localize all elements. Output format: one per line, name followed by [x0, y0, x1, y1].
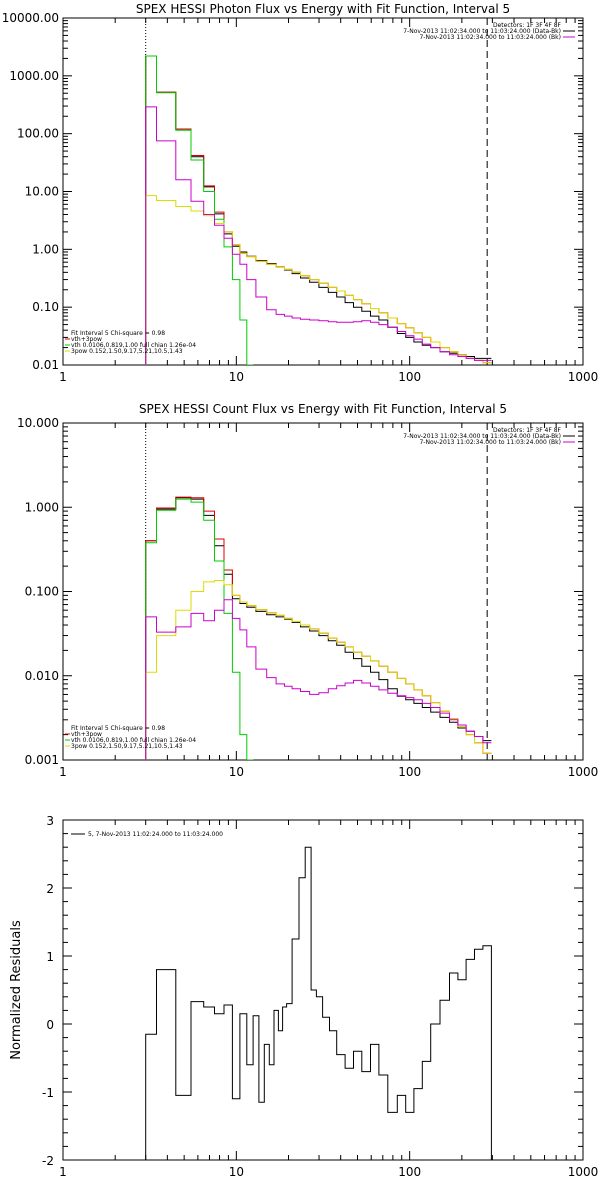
- plot-frame: [62, 422, 584, 761]
- x-tick-label: 1000: [568, 765, 599, 779]
- plot-frame: [62, 819, 584, 1161]
- x-tick-label: 100: [398, 765, 421, 779]
- legend-entry: 7-Nov-2013 11:02:34.000 to 11:03:24.000 …: [419, 439, 561, 446]
- y-tick-label: 0: [46, 1018, 54, 1032]
- y-tick-label: -1: [42, 1086, 54, 1100]
- y-tick-label: 10000.00: [2, 11, 59, 25]
- series-group: [145, 846, 492, 1160]
- legend-entry: 7-Nov-2013 11:02:34.000 to 11:03:24.000 …: [403, 28, 561, 35]
- legend-entry: 5, 7-Nov-2013 11:02:24.000 to 11:03:24.0…: [88, 831, 223, 838]
- y-tick-label: 1.00: [32, 242, 59, 256]
- series-line-2: [145, 55, 492, 365]
- series-group: [145, 496, 492, 760]
- x-tick-label: 1: [59, 370, 67, 384]
- y-tick-label: -2: [42, 1154, 54, 1168]
- series-line-4: [145, 195, 492, 365]
- x-tick-label: 1: [59, 765, 67, 779]
- y-tick-label: 0.001: [25, 753, 59, 767]
- series-line-1: [145, 55, 492, 365]
- legend-entry: vth 0.0106,0.819,1.00 full chian 1.26e-0…: [71, 737, 196, 744]
- y-tick-label: 100.00: [17, 127, 59, 141]
- x-tick-label: 10: [229, 765, 244, 779]
- legend-entry: 3pow 0.152,1.50,9.17,5.21,10.5,1.43: [71, 743, 183, 750]
- legend-entry: vth 0.0106,0.819,1.00 full chian 1.26e-0…: [71, 342, 196, 349]
- series-line-5: [145, 106, 492, 365]
- x-tick-label: 10: [229, 1165, 244, 1179]
- legend-entry: Fit Interval 5 Chi-square = 0.98: [71, 330, 165, 337]
- plot-frame: [62, 17, 584, 366]
- y-tick-label: 3: [46, 814, 54, 828]
- series-line-3: [145, 55, 254, 365]
- y-tick-label: 1.000: [25, 500, 59, 514]
- x-tick-label: 100: [398, 370, 421, 384]
- chart-title: SPEX HESSI Count Flux vs Energy with Fit…: [139, 402, 507, 416]
- y-tick-label: 0.01: [32, 358, 59, 372]
- legend-entry: vth+3pow: [71, 336, 102, 343]
- series-line-1: [145, 846, 492, 1160]
- y-tick-label: 0.100: [25, 585, 59, 599]
- legend-entry: Fit Interval 5 Chi-square = 0.98: [71, 725, 165, 732]
- series-group: [145, 55, 492, 365]
- x-tick-label: 100: [398, 1165, 421, 1179]
- legend-entry: 7-Nov-2013 11:02:34.000 to 11:03:24.000 …: [419, 34, 561, 41]
- series-line-5: [145, 599, 492, 760]
- legend-entry: 7-Nov-2013 11:02:34.000 to 11:03:24.000 …: [403, 433, 561, 440]
- y-axis-label: Normalized Residuals: [9, 920, 24, 1060]
- y-tick-label: 10.000: [17, 416, 59, 430]
- chart-panel-2: SPEX HESSI Count Flux vs Energy with Fit…: [17, 402, 598, 779]
- y-tick-label: 1000.00: [9, 69, 59, 83]
- legend-entry: vth+3pow: [71, 731, 102, 738]
- y-tick-label: 2: [46, 882, 54, 896]
- legend-entry: Detectors: 1F 3F 4F 8F: [493, 22, 562, 29]
- chart-title: SPEX HESSI Photon Flux vs Energy with Fi…: [136, 2, 510, 16]
- y-tick-label: 1: [46, 950, 54, 964]
- chart-panel-1: SPEX HESSI Photon Flux vs Energy with Fi…: [2, 2, 599, 384]
- legend-entry: Detectors: 1F 3F 4F 8F: [493, 427, 562, 434]
- chart-panel-3: 1 10 100 1000 -2 -1 0 1 2 3 Normalized Residuals 5,…: [9, 814, 598, 1179]
- x-tick-label: 1000: [568, 370, 599, 384]
- y-tick-label: 0.010: [25, 669, 59, 683]
- x-tick-label: 1000: [568, 1165, 599, 1179]
- x-tick-label: 10: [229, 370, 244, 384]
- series-line-4: [145, 580, 492, 760]
- series-line-3: [145, 498, 254, 760]
- x-tick-label: 1: [59, 1165, 67, 1179]
- legend-entry: 3pow 0.152,1.50,9.17,5.21,10.5,1.43: [71, 348, 183, 355]
- y-tick-label: 10.00: [25, 185, 59, 199]
- y-tick-label: 0.10: [32, 300, 59, 314]
